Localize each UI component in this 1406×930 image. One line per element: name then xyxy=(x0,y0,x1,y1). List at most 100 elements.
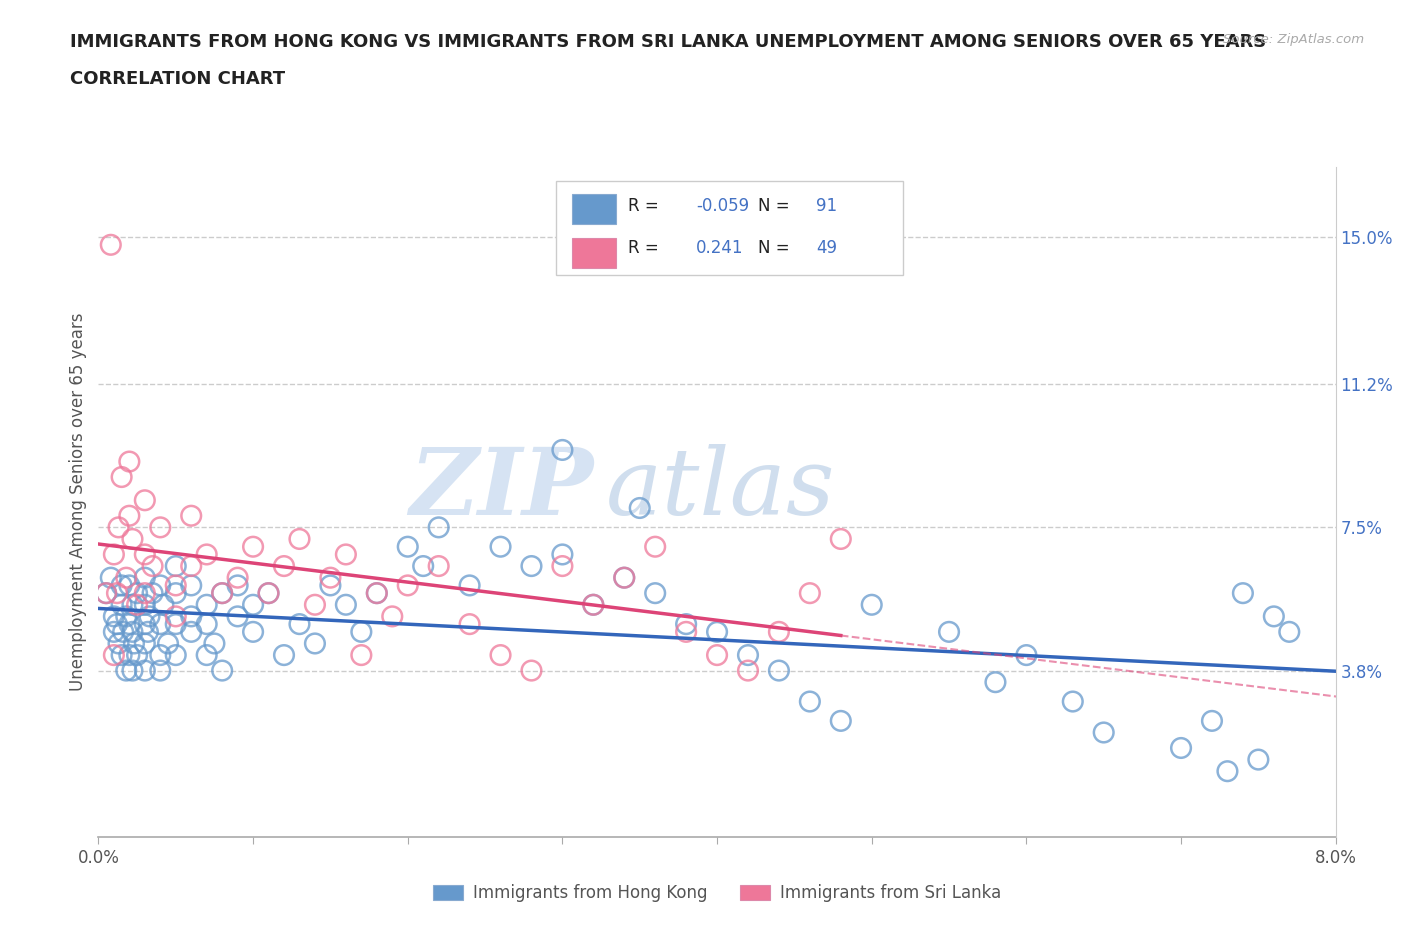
Point xyxy=(860,597,883,612)
Point xyxy=(211,663,233,678)
Point xyxy=(165,578,187,592)
Point xyxy=(613,570,636,585)
Point xyxy=(165,647,187,662)
Point xyxy=(149,647,172,662)
Point xyxy=(195,647,218,662)
Point xyxy=(180,578,202,592)
Point xyxy=(582,597,605,612)
Point xyxy=(180,559,202,574)
Point xyxy=(118,509,141,524)
Point xyxy=(799,694,821,709)
Point xyxy=(319,570,342,585)
Point xyxy=(1062,694,1084,709)
Point xyxy=(115,609,138,624)
Point xyxy=(520,663,543,678)
Point xyxy=(304,597,326,612)
Point xyxy=(1216,764,1239,778)
Point xyxy=(157,636,180,651)
Text: N =: N = xyxy=(758,239,790,258)
Point xyxy=(242,597,264,612)
Text: 91: 91 xyxy=(815,197,837,215)
Legend: Immigrants from Hong Kong, Immigrants from Sri Lanka: Immigrants from Hong Kong, Immigrants fr… xyxy=(426,878,1008,909)
Point xyxy=(127,597,149,612)
Point xyxy=(134,597,156,612)
Point xyxy=(138,609,160,624)
Point xyxy=(165,617,187,631)
Point xyxy=(180,609,202,624)
Point xyxy=(165,609,187,624)
Point xyxy=(134,636,156,651)
Point xyxy=(118,454,141,469)
Point xyxy=(273,559,295,574)
Point xyxy=(350,624,373,639)
Point xyxy=(257,586,280,601)
Point xyxy=(121,597,143,612)
Text: IMMIGRANTS FROM HONG KONG VS IMMIGRANTS FROM SRI LANKA UNEMPLOYMENT AMONG SENIOR: IMMIGRANTS FROM HONG KONG VS IMMIGRANTS … xyxy=(70,33,1267,50)
Point xyxy=(211,586,233,601)
Point xyxy=(136,624,159,639)
Text: R =: R = xyxy=(628,239,659,258)
Text: -0.059: -0.059 xyxy=(696,197,749,215)
Point xyxy=(1170,740,1192,755)
Point xyxy=(226,570,249,585)
Point xyxy=(1201,713,1223,728)
Point xyxy=(121,532,143,547)
Point xyxy=(335,547,357,562)
Point xyxy=(319,578,342,592)
Point xyxy=(427,520,450,535)
Point xyxy=(1092,725,1115,740)
Point xyxy=(489,647,512,662)
Point xyxy=(830,713,852,728)
Point xyxy=(675,624,697,639)
Point xyxy=(96,586,118,601)
Point xyxy=(1232,586,1254,601)
Point xyxy=(149,520,172,535)
Point xyxy=(768,624,790,639)
Point xyxy=(142,586,165,601)
Point xyxy=(105,617,128,631)
Point xyxy=(366,586,388,601)
Point xyxy=(118,617,141,631)
Text: Source: ZipAtlas.com: Source: ZipAtlas.com xyxy=(1223,33,1364,46)
Point xyxy=(737,663,759,678)
Bar xyxy=(572,238,616,268)
Point xyxy=(644,539,666,554)
Point xyxy=(768,663,790,678)
Point xyxy=(112,624,135,639)
Point xyxy=(412,559,434,574)
Point xyxy=(103,609,125,624)
Point xyxy=(165,559,187,574)
Point xyxy=(706,647,728,662)
Point xyxy=(1278,624,1301,639)
FancyBboxPatch shape xyxy=(557,180,903,274)
Point xyxy=(100,570,122,585)
Point xyxy=(551,559,574,574)
Point xyxy=(458,617,481,631)
Point xyxy=(288,532,311,547)
Point xyxy=(799,586,821,601)
Point xyxy=(180,509,202,524)
Point xyxy=(142,559,165,574)
Point xyxy=(366,586,388,601)
Point xyxy=(427,559,450,574)
Point xyxy=(304,636,326,651)
Point xyxy=(149,663,172,678)
Point xyxy=(127,586,149,601)
Point xyxy=(737,647,759,662)
Point xyxy=(938,624,960,639)
Point xyxy=(350,647,373,662)
Text: atlas: atlas xyxy=(606,444,835,534)
Point xyxy=(489,539,512,554)
Point xyxy=(211,586,233,601)
Point xyxy=(118,578,141,592)
Point xyxy=(134,586,156,601)
Point xyxy=(226,578,249,592)
Point xyxy=(195,547,218,562)
Text: ZIP: ZIP xyxy=(409,444,593,534)
Point xyxy=(103,647,125,662)
Point xyxy=(165,586,187,601)
Point xyxy=(551,443,574,458)
Point xyxy=(644,586,666,601)
Point xyxy=(381,609,404,624)
Point xyxy=(984,675,1007,690)
